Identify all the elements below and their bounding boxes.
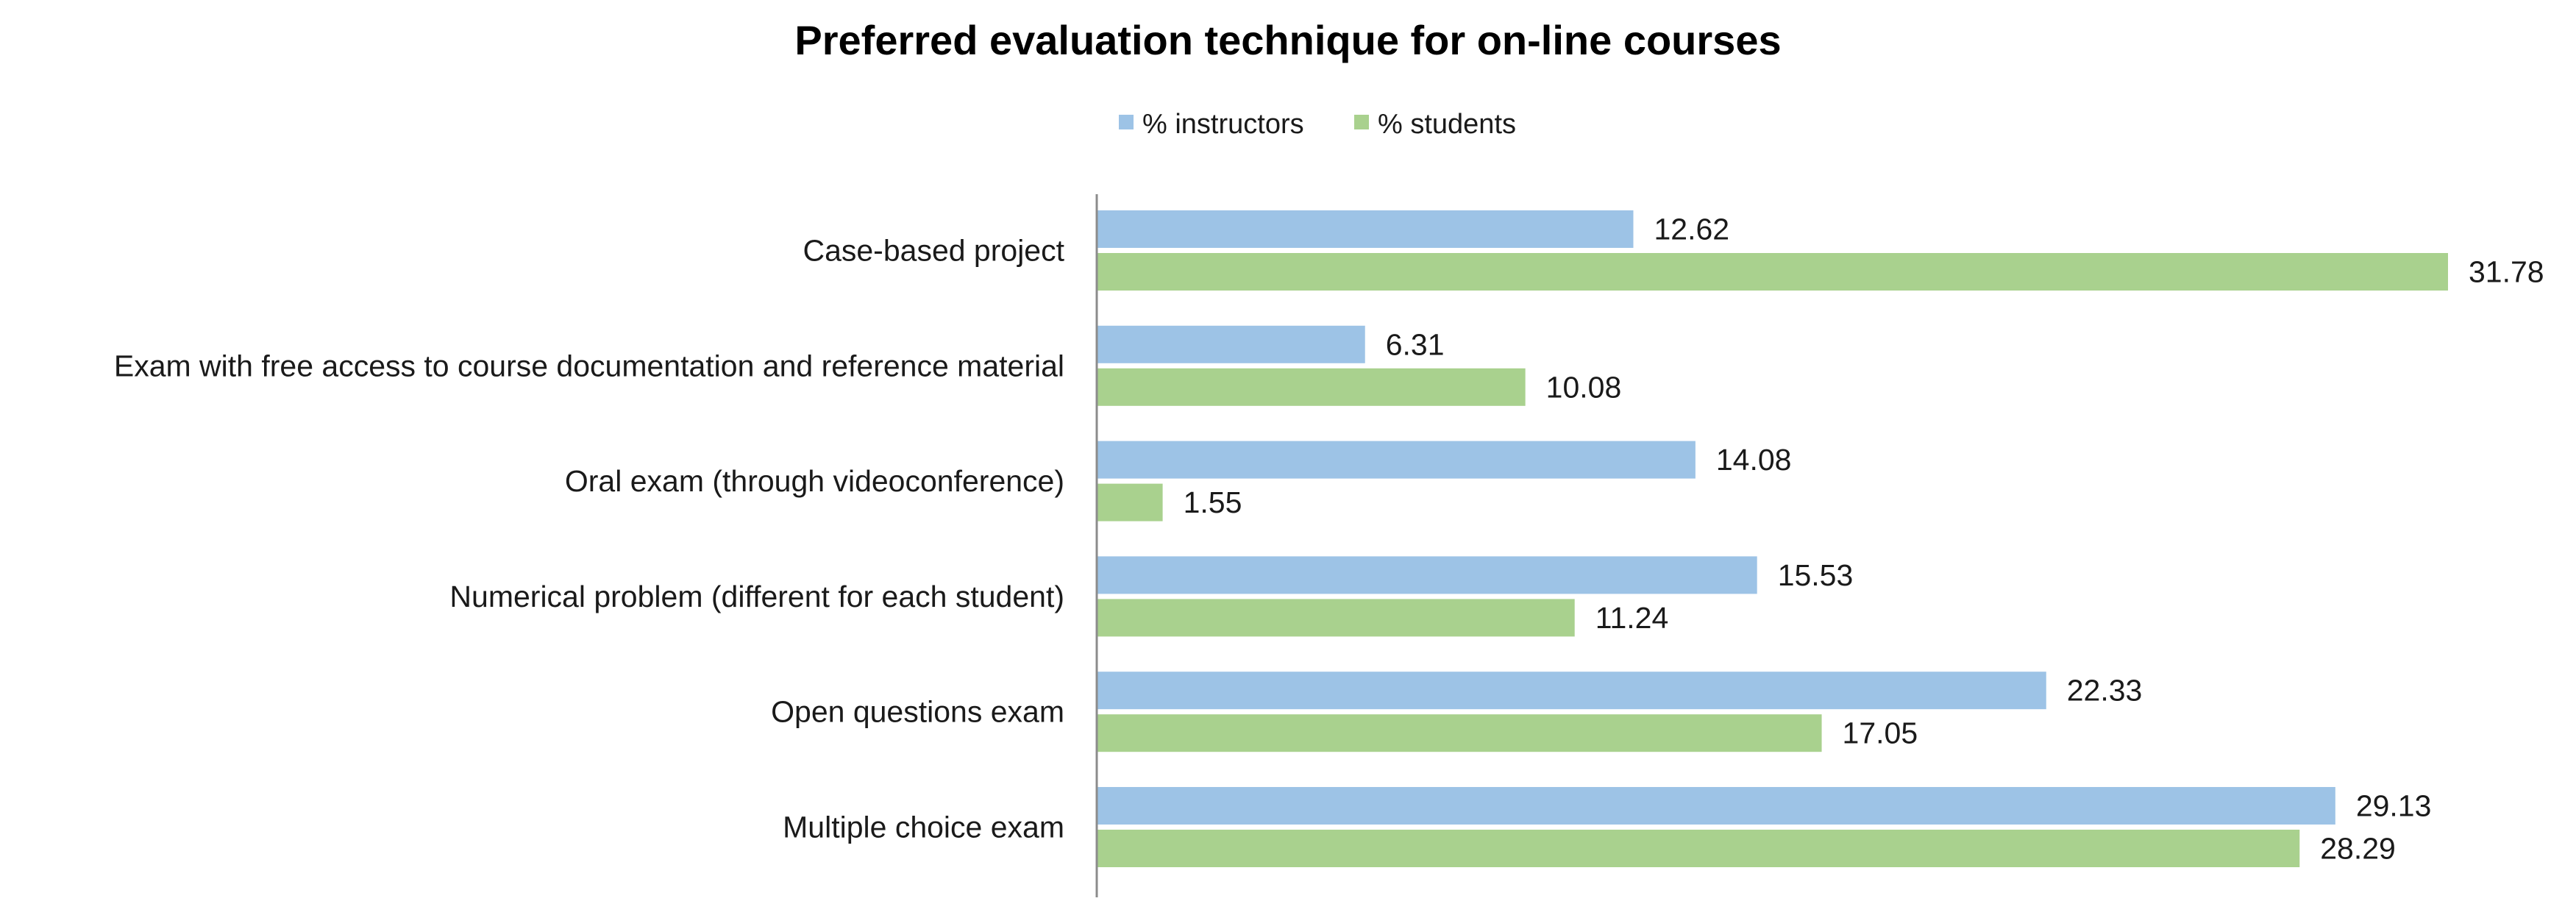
data-label-students-multiple-choice-exam: 28.29 bbox=[2320, 832, 2396, 866]
data-label-instructors-case-based-project: 12.62 bbox=[1654, 213, 1729, 246]
data-label-instructors-open-questions-exam: 22.33 bbox=[2067, 674, 2143, 708]
data-label-students-oral-exam-through-videoconference: 1.55 bbox=[1184, 485, 1242, 519]
bar-students-case-based-project bbox=[1097, 253, 2448, 291]
data-labels: 12.62 31.78 6.31 10.08 14.08 1.55 15.53 11.24 22… bbox=[1184, 213, 2544, 866]
category-label-open-questions-exam: Open questions exam bbox=[771, 695, 1064, 729]
data-label-students-case-based-project: 31.78 bbox=[2469, 255, 2544, 289]
bar-students-open-questions-exam bbox=[1097, 714, 1822, 752]
bar-students-exam-with-free-access-to-course-documentation-and-reference-material bbox=[1097, 368, 1526, 406]
data-label-instructors-multiple-choice-exam: 29.13 bbox=[2356, 789, 2432, 823]
bar-students-oral-exam-through-videoconference bbox=[1097, 483, 1163, 521]
category-label-multiple-choice-exam: Multiple choice exam bbox=[783, 811, 1064, 844]
bars-group bbox=[1097, 210, 2448, 867]
legend-label-students: % students bbox=[1378, 109, 1516, 140]
bar-instructors-open-questions-exam bbox=[1097, 672, 2046, 710]
data-label-students-open-questions-exam: 17.05 bbox=[1843, 716, 1918, 750]
bar-instructors-case-based-project bbox=[1097, 210, 1634, 248]
bar-students-multiple-choice-exam bbox=[1097, 830, 2300, 867]
data-label-instructors-oral-exam-through-videoconference: 14.08 bbox=[1716, 443, 1792, 477]
data-label-students-numerical-problem-different-for-each-student: 11.24 bbox=[1595, 601, 1669, 635]
bar-instructors-numerical-problem-different-for-each-student bbox=[1097, 556, 1757, 594]
legend-label-instructors: % instructors bbox=[1142, 109, 1304, 140]
data-label-students-exam-with-free-access-to-course-documentation-and-reference-material: 10.08 bbox=[1546, 370, 1622, 404]
category-label-exam-with-free-access-to-course-documentation-and-reference-material: Exam with free access to course document… bbox=[114, 349, 1064, 382]
legend: % instructors % students bbox=[1119, 109, 1516, 140]
data-label-instructors-numerical-problem-different-for-each-student: 15.53 bbox=[1778, 558, 1854, 592]
bar-instructors-multiple-choice-exam bbox=[1097, 787, 2335, 825]
category-label-oral-exam-through-videoconference: Oral exam (through videoconference) bbox=[565, 464, 1064, 498]
category-label-numerical-problem-different-for-each-student: Numerical problem (different for each st… bbox=[449, 580, 1064, 613]
legend-swatch-students bbox=[1354, 115, 1369, 129]
data-label-instructors-exam-with-free-access-to-course-documentation-and-reference-material: 6.31 bbox=[1386, 327, 1445, 361]
bar-students-numerical-problem-different-for-each-student bbox=[1097, 599, 1575, 637]
bar-instructors-exam-with-free-access-to-course-documentation-and-reference-material bbox=[1097, 325, 1365, 363]
chart-title: Preferred evaluation technique for on-li… bbox=[794, 17, 1781, 63]
bar-instructors-oral-exam-through-videoconference bbox=[1097, 441, 1696, 479]
category-label-case-based-project: Case-based project bbox=[803, 234, 1064, 268]
category-labels: Case-based project Exam with free access … bbox=[114, 234, 1065, 844]
legend-swatch-instructors bbox=[1119, 115, 1134, 129]
